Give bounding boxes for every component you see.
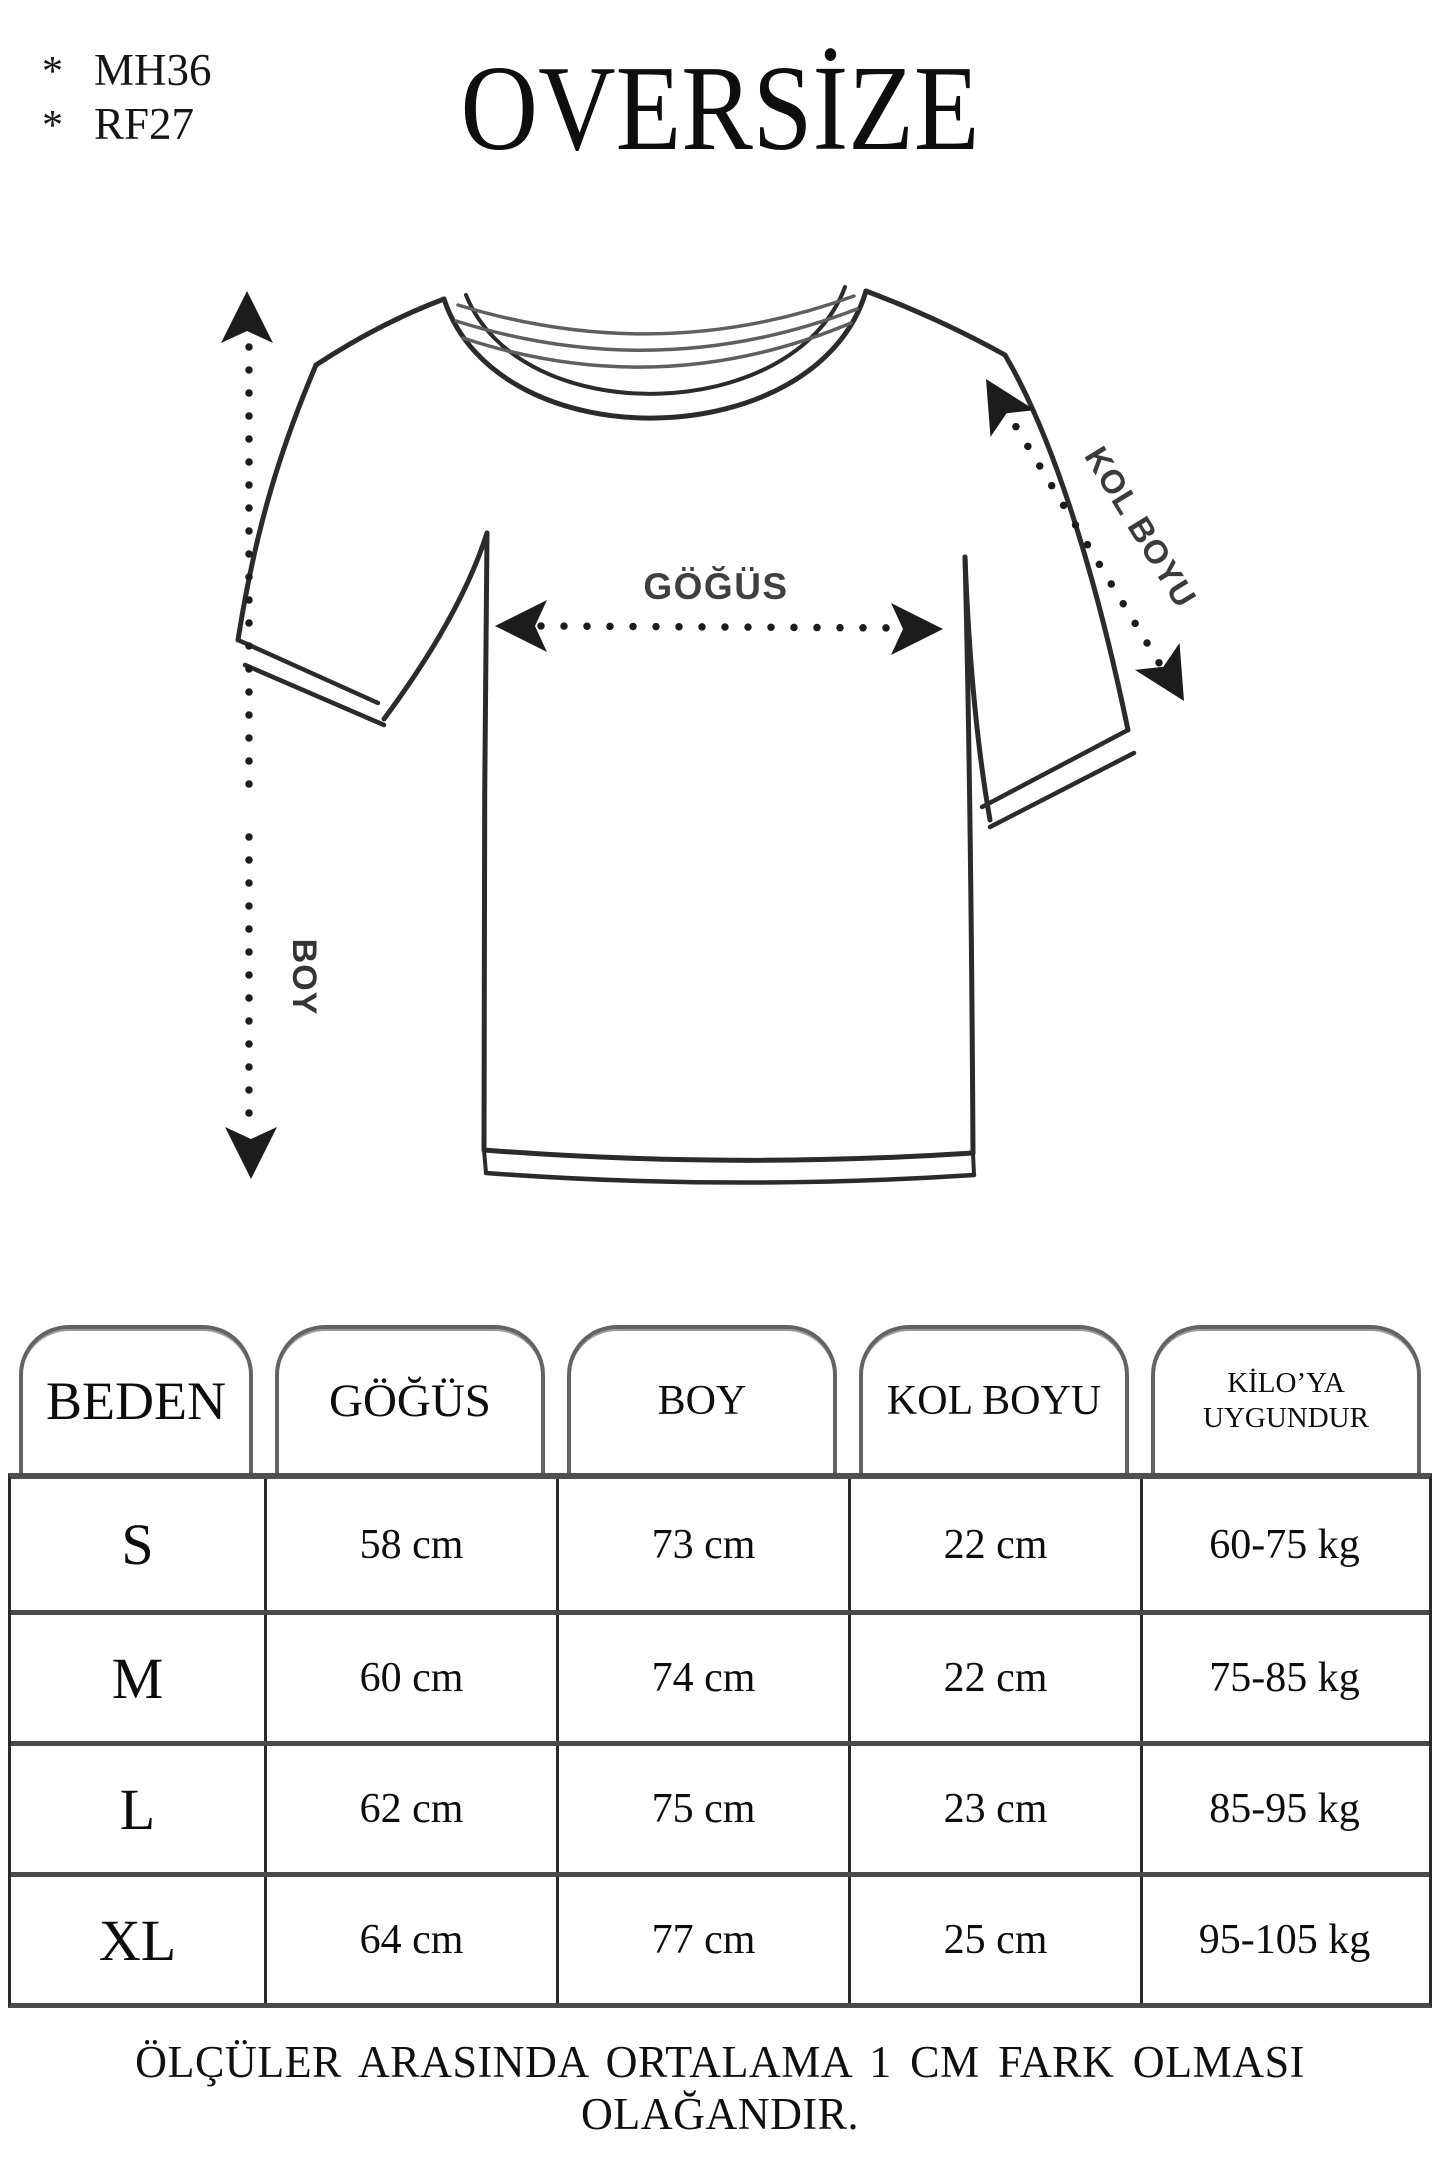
size-table-header: BEDEN GÖĞÜS BOY KOL BOYU KİLO’YA UYGUNDU… bbox=[8, 1325, 1432, 1473]
sleeve-value: 22 cm bbox=[848, 1615, 1140, 1741]
collar-outer-curve bbox=[441, 288, 869, 421]
sleeve-arrow-up-icon bbox=[986, 379, 1036, 437]
weight-range-value: 60-75 kg bbox=[1140, 1479, 1426, 1610]
asterisk-bullet: * bbox=[42, 103, 63, 149]
collar-inner-curve bbox=[464, 285, 847, 396]
column-header-kilo: KİLO’YA UYGUNDUR bbox=[1151, 1325, 1421, 1473]
size-label: L bbox=[119, 1776, 156, 1842]
length-measure-label: BOY bbox=[285, 939, 323, 1016]
chest-value: 62 cm bbox=[264, 1746, 556, 1872]
chest-arrow-right-icon bbox=[891, 603, 943, 655]
column-header-kol-boyu: KOL BOYU bbox=[859, 1325, 1129, 1473]
chest-arrow-left-icon bbox=[495, 600, 547, 652]
weight-range-value: 75-85 kg bbox=[1140, 1615, 1426, 1741]
hem-left-edge bbox=[482, 1148, 488, 1175]
left-sleeve-outer-edge bbox=[235, 362, 319, 643]
chest-measure-label: GÖĞÜS bbox=[643, 566, 788, 607]
size-table: BEDEN GÖĞÜS BOY KOL BOYU KİLO’YA UYGUNDU… bbox=[8, 1325, 1432, 2008]
weight-range-value: 85-95 kg bbox=[1140, 1746, 1426, 1872]
length-value: 77 cm bbox=[556, 1877, 848, 2003]
left-sleeve-inner-edge bbox=[381, 530, 490, 722]
column-header-beden: BEDEN bbox=[19, 1325, 253, 1473]
table-row-s: S 58 cm 73 cm 22 cm 60-75 kg bbox=[11, 1479, 1429, 1610]
collar-rib-lines bbox=[454, 294, 859, 369]
left-sleeve-cuff bbox=[235, 637, 381, 706]
chest-value: 58 cm bbox=[264, 1479, 556, 1610]
product-code-line-1: * MH36 bbox=[42, 44, 212, 98]
sleeve-value: 23 cm bbox=[848, 1746, 1140, 1872]
chest-value: 64 cm bbox=[264, 1877, 556, 2003]
right-side-seam bbox=[962, 554, 976, 1156]
table-row-xl: XL 64 cm 77 cm 25 cm 95-105 kg bbox=[11, 1872, 1429, 2003]
measurement-dotted-lines bbox=[245, 343, 1168, 1129]
column-header-boy: BOY bbox=[567, 1325, 837, 1473]
tshirt-measurement-diagram: GÖĞÜS BOY KOL BOYU bbox=[221, 285, 1204, 1185]
product-codes: * MH36 * RF27 bbox=[42, 44, 212, 152]
size-label: S bbox=[121, 1512, 154, 1577]
column-header-gogus: GÖĞÜS bbox=[275, 1325, 545, 1473]
sleeve-value: 25 cm bbox=[848, 1877, 1140, 2003]
length-value: 74 cm bbox=[556, 1615, 848, 1741]
left-sleeve-cuff-band bbox=[242, 662, 387, 728]
right-shoulder-seam bbox=[863, 288, 1008, 358]
product-code-rf27: RF27 bbox=[94, 99, 195, 149]
size-label: XL bbox=[98, 1907, 177, 1973]
product-code-mh36: MH36 bbox=[94, 45, 212, 95]
weight-range-value: 95-105 kg bbox=[1140, 1877, 1426, 2003]
product-code-line-2: * RF27 bbox=[42, 98, 212, 152]
hem-right-edge bbox=[971, 1151, 976, 1177]
size-label: M bbox=[111, 1645, 164, 1711]
table-row-m: M 60 cm 74 cm 22 cm 75-85 kg bbox=[11, 1610, 1429, 1741]
sleeve-value: 22 cm bbox=[848, 1479, 1140, 1610]
chest-value: 60 cm bbox=[264, 1615, 556, 1741]
sleeve-arrow-down-icon bbox=[1134, 643, 1184, 701]
length-value: 75 cm bbox=[556, 1746, 848, 1872]
right-sleeve-cuff-band bbox=[987, 750, 1137, 830]
length-arrow-up-icon bbox=[221, 291, 273, 343]
right-sleeve-cuff bbox=[979, 727, 1131, 810]
left-shoulder-seam bbox=[313, 296, 447, 368]
asterisk-bullet: * bbox=[42, 49, 63, 95]
length-arrow-down-icon bbox=[225, 1127, 277, 1179]
size-table-body: S 58 cm 73 cm 22 cm 60-75 kg M 60 cm 74 … bbox=[8, 1473, 1432, 2008]
table-row-l: L 62 cm 75 cm 23 cm 85-95 kg bbox=[11, 1741, 1429, 1872]
hem-band-line bbox=[483, 1170, 977, 1185]
measurement-arrowheads bbox=[221, 291, 1184, 1179]
hem-line bbox=[481, 1147, 976, 1163]
left-side-seam bbox=[481, 530, 490, 1153]
page-title: OVERSİZE bbox=[460, 41, 980, 176]
chest-dotted-line bbox=[537, 622, 903, 632]
tolerance-note: ÖLÇÜLER ARASINDA ORTALAMA 1 CM FARK OLMA… bbox=[135, 2037, 1305, 2139]
length-value: 73 cm bbox=[556, 1479, 848, 1610]
